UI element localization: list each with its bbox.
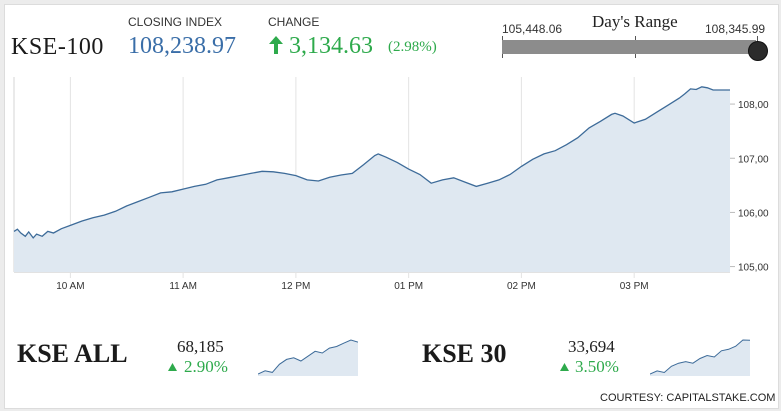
triangle-up-icon [560, 363, 569, 371]
days-range-track [502, 40, 756, 54]
kse-all-change: 2.90% [184, 357, 228, 376]
intraday-chart: 10 AM 11 AM 12 PM 01 PM 02 PM 03 PM 105,00 106,… [13, 77, 769, 292]
kse30-sparkline [650, 339, 750, 376]
kse30-value: 33,694 [568, 337, 615, 356]
sparkline-line [258, 339, 358, 375]
kse-all-value: 68,185 [177, 337, 224, 356]
change-percent: (2.98%) [388, 39, 437, 55]
y-tick-label: 107,00 [738, 154, 769, 165]
change-label: CHANGE [268, 15, 320, 29]
days-range-high: 108,345.99 [705, 22, 766, 36]
x-tick-label: 01 PM [394, 281, 423, 292]
days-range-low: 105,448.06 [502, 22, 563, 36]
kse-all-name: KSE ALL [17, 339, 128, 368]
y-tick-label: 105,00 [738, 263, 769, 274]
arrow-up-icon [269, 36, 283, 54]
days-range-title: Day's Range [592, 12, 678, 31]
index-name: KSE-100 [11, 34, 104, 60]
x-tick-label: 12 PM [281, 281, 310, 292]
y-tick-label: 108,00 [738, 100, 769, 111]
x-tick-label: 11 AM [169, 281, 197, 292]
sparkline-area [650, 340, 750, 376]
kse30-name: KSE 30 [422, 339, 507, 368]
x-tick-label: 10 AM [56, 281, 84, 292]
change-value: 3,134.63 [289, 33, 373, 59]
kse30-change: 3.50% [575, 357, 619, 376]
courtesy-credit: COURTESY: CAPITALSTAKE.COM [600, 392, 776, 404]
closing-index-label: CLOSING INDEX [128, 15, 223, 29]
sparkline-area [258, 340, 358, 376]
price-line [13, 86, 730, 239]
triangle-up-icon [168, 363, 177, 371]
closing-index-value: 108,238.97 [128, 33, 236, 59]
x-tick-label: 03 PM [620, 281, 649, 292]
sparkline-line [650, 339, 750, 375]
y-tick-label: 106,00 [738, 208, 769, 219]
days-range-marker [748, 41, 768, 61]
x-tick-label: 02 PM [507, 281, 536, 292]
price-area [14, 86, 730, 272]
kse-all-sparkline [258, 339, 358, 376]
